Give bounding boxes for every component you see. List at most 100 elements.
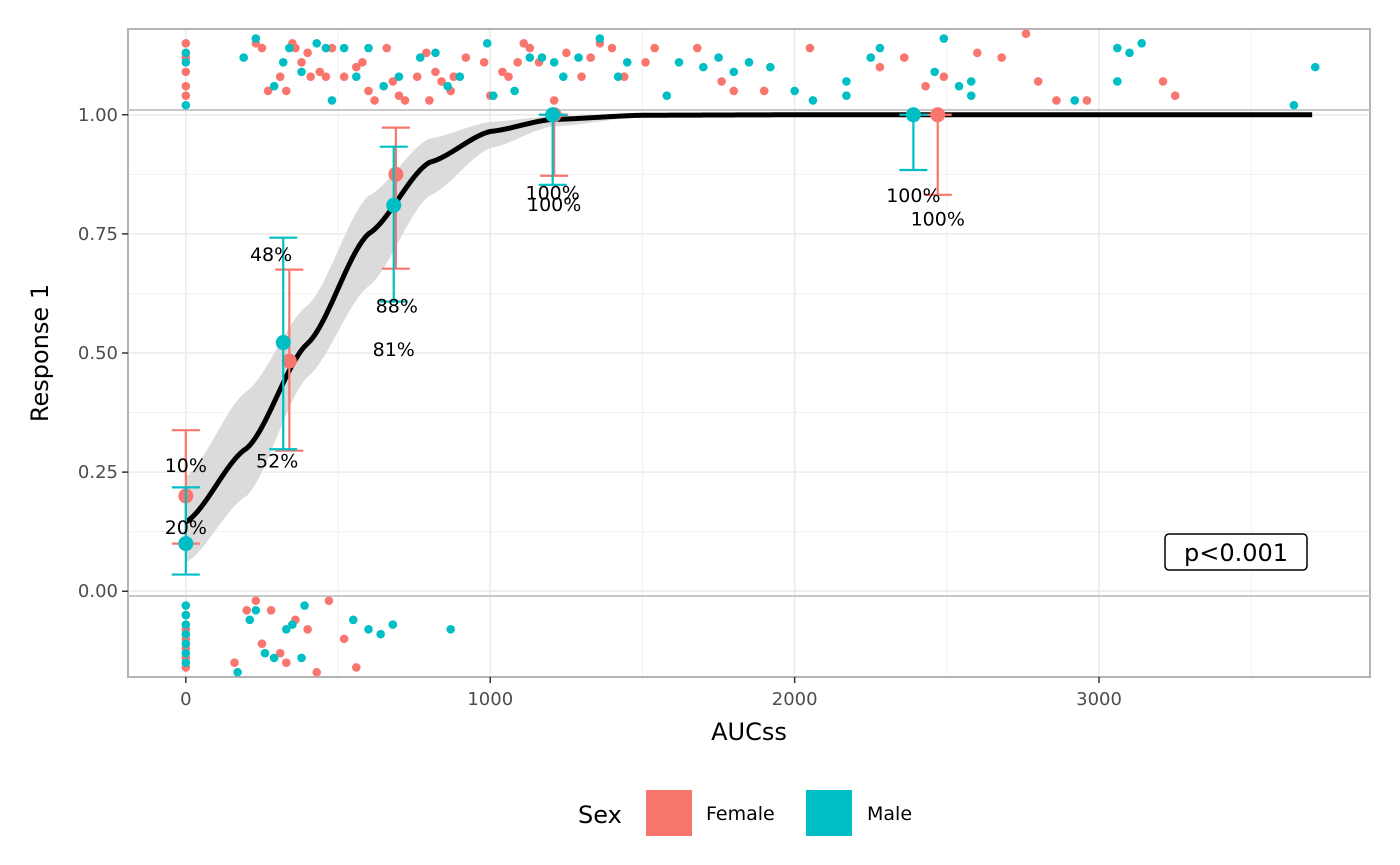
raw-point-male: [613, 72, 623, 81]
pvalue-text: p<0.001: [1184, 539, 1288, 567]
raw-point-female: [525, 43, 535, 53]
summary-point-female: [388, 166, 404, 182]
raw-point-male: [729, 67, 739, 77]
summary-point-male: [545, 107, 561, 123]
raw-point-female: [921, 81, 930, 91]
raw-point-male: [622, 58, 632, 67]
raw-point-female: [327, 43, 337, 53]
raw-point-male: [1137, 38, 1146, 48]
raw-point-female: [181, 91, 191, 101]
raw-point-male: [415, 53, 425, 62]
raw-point-male: [866, 53, 876, 62]
raw-point-male: [714, 53, 723, 62]
raw-point-female: [257, 43, 267, 53]
raw-point-female: [281, 658, 291, 668]
raw-point-male: [281, 625, 291, 634]
summary-point-female: [930, 107, 946, 123]
raw-points-layer: [181, 29, 1320, 677]
raw-point-female: [181, 38, 191, 48]
raw-point-male: [181, 648, 191, 658]
raw-point-female: [370, 96, 379, 105]
raw-point-male: [842, 91, 851, 101]
raw-point-male: [699, 62, 708, 72]
raw-point-female: [388, 77, 398, 86]
raw-point-male: [674, 58, 684, 67]
percent-label-female: 100%: [527, 194, 581, 216]
x-tick-label: 2000: [772, 689, 818, 710]
raw-point-male: [766, 62, 775, 72]
raw-point-male: [251, 605, 261, 615]
raw-point-female: [692, 43, 702, 53]
raw-point-female: [306, 72, 315, 81]
raw-point-female: [717, 77, 726, 86]
raw-point-female: [1021, 29, 1031, 39]
raw-point-female: [425, 96, 434, 105]
raw-point-female: [352, 663, 361, 672]
raw-point-female: [263, 86, 273, 96]
y-axis-title: Response 1: [26, 284, 54, 422]
raw-point-male: [488, 91, 498, 101]
raw-point-male: [181, 58, 191, 67]
raw-point-male: [388, 620, 398, 629]
raw-point-female: [479, 58, 489, 67]
raw-point-female: [549, 96, 559, 105]
raw-point-male: [842, 77, 851, 86]
raw-point-male: [251, 34, 261, 43]
summary-point-male: [905, 107, 921, 123]
raw-point-male: [790, 86, 799, 96]
raw-point-female: [498, 67, 507, 77]
legend-key-female: [646, 790, 692, 836]
legend: Sex Female Male: [578, 790, 912, 836]
x-axis-title: AUCss: [711, 718, 787, 746]
raw-point-female: [422, 48, 431, 58]
raw-point-male: [300, 601, 309, 610]
raw-point-female: [281, 86, 291, 96]
raw-point-male: [1113, 77, 1122, 86]
raw-point-female: [312, 667, 322, 677]
raw-point-male: [446, 625, 455, 634]
percent-label-female: 48%: [250, 244, 292, 266]
raw-point-female: [315, 67, 325, 77]
raw-point-female: [939, 72, 949, 81]
raw-point-male: [278, 58, 288, 67]
raw-point-male: [744, 58, 754, 67]
raw-point-female: [364, 86, 373, 96]
raw-point-female: [303, 625, 312, 634]
raw-point-female: [1052, 96, 1061, 105]
raw-point-male: [379, 81, 389, 91]
raw-point-male: [966, 77, 976, 86]
raw-point-female: [1082, 96, 1092, 105]
legend-key-male: [806, 790, 852, 836]
raw-point-male: [394, 72, 404, 81]
raw-point-female: [257, 639, 267, 648]
raw-point-male: [245, 615, 255, 625]
raw-point-female: [1033, 77, 1043, 86]
logistic-fit-curve: [184, 112, 1313, 525]
raw-point-female: [412, 72, 422, 81]
raw-point-male: [443, 81, 452, 91]
raw-point-male: [352, 72, 361, 81]
raw-point-male: [288, 620, 297, 629]
raw-point-male: [1289, 100, 1299, 110]
percent-labels-layer: 20%10%48%52%88%81%100%100%100%100%: [165, 182, 965, 538]
y-tick-label: 0.75: [78, 224, 118, 245]
raw-point-female: [382, 43, 392, 53]
raw-point-male: [549, 58, 559, 67]
raw-point-male: [1310, 62, 1320, 72]
raw-point-male: [339, 43, 349, 53]
raw-point-female: [431, 67, 440, 77]
raw-point-male: [269, 653, 279, 663]
raw-point-female: [352, 62, 361, 72]
summary-point-male: [386, 197, 402, 213]
raw-point-female: [358, 58, 367, 67]
raw-point-male: [875, 43, 885, 53]
raw-point-male: [482, 38, 492, 48]
raw-point-male: [939, 34, 949, 43]
raw-point-male: [233, 667, 242, 677]
raw-point-female: [266, 605, 276, 615]
raw-point-male: [1070, 96, 1080, 105]
raw-point-male: [297, 653, 306, 663]
y-tick-label: 1.00: [78, 105, 118, 126]
raw-point-male: [808, 96, 818, 105]
